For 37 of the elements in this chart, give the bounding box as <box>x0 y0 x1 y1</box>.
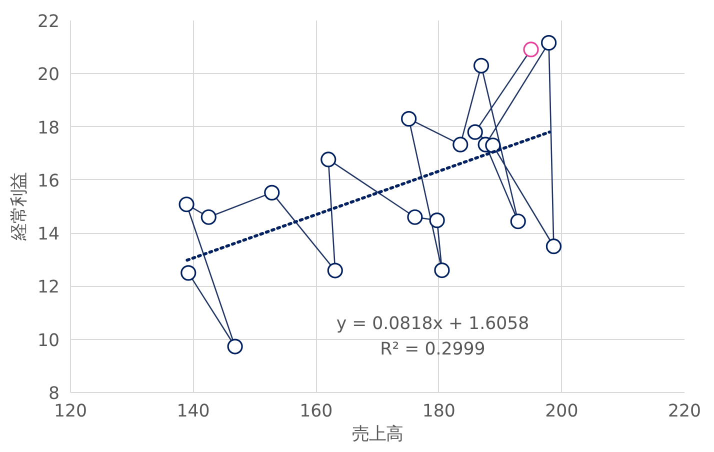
point <box>523 42 539 58</box>
x-tick-label: 220 <box>668 402 702 422</box>
y-axis-title: 経常利益 <box>9 172 30 242</box>
y-tick-label: 20 <box>37 65 60 86</box>
y-tick-label: 18 <box>37 118 60 138</box>
point <box>401 111 417 127</box>
point <box>473 58 490 74</box>
point <box>178 196 194 212</box>
annotation: y = 0.0818x + 1.6058 <box>336 314 530 334</box>
x-tick-label: 180 <box>422 402 456 422</box>
point <box>434 262 450 278</box>
y-tick-label: 16 <box>37 171 60 192</box>
point <box>546 238 562 254</box>
point <box>264 184 280 200</box>
point <box>200 209 216 225</box>
x-tick-label: 140 <box>176 402 210 422</box>
y-tick-label: 8 <box>48 384 60 404</box>
y-tick-label: 14 <box>37 224 60 245</box>
annotation: R² = 0.2999 <box>380 339 486 360</box>
point <box>429 212 445 228</box>
point <box>467 124 483 140</box>
y-tick-label: 12 <box>37 278 60 298</box>
x-axis-title: 売上高 <box>352 424 403 444</box>
point <box>541 35 557 51</box>
y-tick-label: 10 <box>37 330 60 351</box>
point <box>510 214 526 230</box>
point <box>320 152 336 168</box>
point <box>452 136 468 152</box>
point <box>227 338 243 354</box>
point <box>327 262 343 278</box>
point <box>485 138 501 154</box>
point <box>407 209 423 225</box>
x-tick-label: 200 <box>545 402 578 422</box>
y-tick-label: 22 <box>37 12 60 32</box>
x-tick-label: 120 <box>54 402 88 422</box>
x-tick-label: 160 <box>300 402 333 422</box>
point <box>180 265 196 281</box>
